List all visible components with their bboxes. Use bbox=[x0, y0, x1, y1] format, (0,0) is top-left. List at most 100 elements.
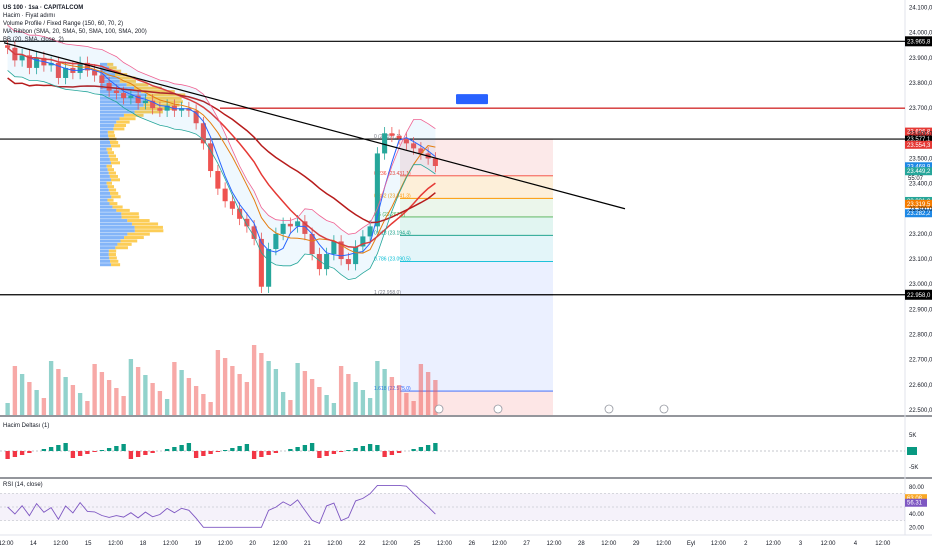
fib-band bbox=[400, 175, 553, 199]
price-axis-tag bbox=[905, 199, 932, 208]
candle-body bbox=[316, 254, 322, 270]
volume-bar bbox=[230, 366, 235, 415]
candle-body bbox=[121, 93, 127, 99]
volume-profile-bar bbox=[107, 130, 115, 134]
volume-bar bbox=[309, 379, 315, 415]
event-flag-icon[interactable] bbox=[493, 404, 503, 414]
delta-bar bbox=[338, 451, 344, 452]
price-axis-tag bbox=[905, 36, 932, 47]
delta-bar bbox=[77, 451, 83, 456]
volume-profile-bar bbox=[100, 113, 124, 117]
volume-profile-bar bbox=[100, 123, 115, 127]
volume-profile-bar bbox=[100, 232, 128, 236]
candle-body bbox=[338, 241, 344, 260]
time-tick-label: 19 bbox=[194, 541, 201, 547]
legend-ma-ribbon[interactable]: MA Ribbon (SMA, 20, SMA, 50, SMA, 100, S… bbox=[3, 29, 147, 35]
time-tick-label: 25 bbox=[414, 541, 421, 547]
delta-bar bbox=[5, 451, 10, 459]
volume-profile-bar bbox=[111, 144, 121, 148]
volume-profile-bar bbox=[127, 219, 150, 223]
volume-profile-bar bbox=[114, 123, 127, 127]
price-tick-label: 23.100,0 bbox=[909, 257, 932, 263]
price-tick-label: 23.600,0 bbox=[909, 131, 932, 137]
volume-bar bbox=[172, 362, 177, 415]
volume-bar bbox=[157, 391, 163, 415]
volume-bar bbox=[237, 374, 242, 415]
volume-profile-bar bbox=[107, 168, 115, 172]
delta-bar bbox=[251, 451, 257, 459]
volume-delta-label[interactable]: Hacim Deltası (1) bbox=[3, 423, 50, 429]
legend-volume-profile[interactable]: Volume Profile / Fixed Range (150, 60, 7… bbox=[3, 21, 124, 27]
candle-body bbox=[208, 143, 214, 172]
time-tick-label: 12:00 bbox=[163, 541, 179, 547]
volume-profile-bar bbox=[100, 185, 108, 189]
volume-profile-bar bbox=[124, 236, 144, 240]
rsi-tick-label: 20.00 bbox=[909, 525, 925, 531]
volume-profile-bar bbox=[141, 90, 175, 94]
price-axis-tag-label: 22.958,0 bbox=[907, 293, 931, 299]
volume-profile-bar bbox=[121, 215, 140, 219]
time-tick-label: 12:00 bbox=[53, 541, 69, 547]
volume-bar bbox=[389, 377, 395, 415]
volume-profile-bar bbox=[100, 161, 112, 165]
rsi-value-tag bbox=[905, 498, 927, 507]
delta-bar bbox=[396, 451, 402, 453]
symbol-title: US 100 · 1sa · CAPITALCOM bbox=[3, 5, 84, 11]
volume-bar bbox=[367, 398, 373, 415]
rsi-tick-label: 40.00 bbox=[909, 512, 925, 518]
volume-profile-bar bbox=[109, 174, 119, 178]
fib-band bbox=[400, 235, 553, 262]
delta-bar bbox=[19, 451, 25, 455]
event-flag-icon[interactable] bbox=[434, 404, 444, 414]
candle-body bbox=[179, 108, 185, 111]
event-flag-icon[interactable] bbox=[604, 404, 614, 414]
volume-profile-bar bbox=[131, 222, 159, 226]
fib-level-label: 1 (22.958,0) bbox=[374, 290, 401, 296]
price-axis-tag-label: 23.319,5 bbox=[907, 202, 931, 208]
legend-volume[interactable]: Hacim · Fiyat adımı bbox=[3, 13, 56, 19]
fib-level-label: 0.786 (23.090,5) bbox=[374, 256, 411, 262]
delta-bar bbox=[70, 451, 76, 458]
volume-profile-bar bbox=[100, 103, 144, 107]
fib-band bbox=[400, 216, 553, 236]
candle-body bbox=[251, 226, 257, 239]
legend-bollinger[interactable]: BB (20, SMA, close, 2) bbox=[3, 37, 64, 43]
volume-profile-bar bbox=[100, 188, 109, 192]
candle-body bbox=[396, 135, 402, 139]
candle-body bbox=[171, 105, 177, 111]
volume-profile-bar bbox=[109, 202, 118, 206]
volume-profile-bar bbox=[144, 96, 182, 100]
trendline bbox=[3, 42, 626, 210]
event-flag-icon[interactable] bbox=[659, 404, 669, 414]
delta-tick-label: 5K bbox=[909, 433, 916, 439]
candle-body bbox=[229, 201, 235, 209]
delta-bar bbox=[382, 451, 387, 457]
delta-bar bbox=[222, 450, 228, 451]
fib-level-label: 0 (23.577,1) bbox=[374, 134, 401, 140]
time-tick-label: 12:00 bbox=[327, 541, 343, 547]
candle-body bbox=[193, 110, 199, 124]
price-axis-tag bbox=[905, 162, 932, 171]
volume-profile-bar bbox=[100, 120, 117, 124]
moving-average-line bbox=[7, 47, 436, 257]
time-tick-label: 12:00 bbox=[0, 541, 14, 547]
rsi-line bbox=[7, 484, 436, 528]
volume-bar bbox=[353, 382, 358, 415]
delta-bar bbox=[215, 451, 221, 452]
volume-bar bbox=[273, 369, 279, 415]
time-tick-label: 12:00 bbox=[546, 541, 562, 547]
rsi-value-label: 56.31 bbox=[907, 501, 923, 507]
time-tick-label: 12:00 bbox=[820, 541, 836, 547]
volume-bar bbox=[70, 385, 76, 415]
time-tick-label: 12:00 bbox=[108, 541, 124, 547]
delta-bar bbox=[353, 448, 358, 451]
time-tick-label: Eyl bbox=[687, 541, 695, 547]
fib-band bbox=[400, 261, 553, 295]
delta-bar bbox=[346, 450, 351, 451]
volume-bar bbox=[48, 361, 54, 415]
time-tick-label: 12:00 bbox=[766, 541, 782, 547]
volume-bar bbox=[92, 364, 97, 415]
rsi-label[interactable]: RSI (14, close) bbox=[3, 482, 43, 488]
